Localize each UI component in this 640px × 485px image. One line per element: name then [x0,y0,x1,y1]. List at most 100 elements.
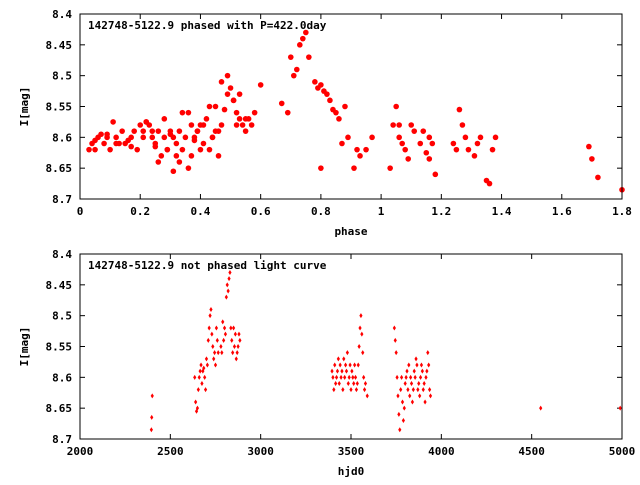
y-tick-label: 8.65 [46,402,73,415]
data-point [427,362,431,368]
data-point [357,344,361,349]
data-point [341,387,345,393]
data-point [149,128,156,134]
data-point [232,344,237,349]
data-point [134,146,141,153]
data-point [335,368,340,374]
x-tick-label: 1.8 [612,205,632,218]
data-point [361,350,365,356]
y-tick-label: 8.5 [52,310,72,323]
data-point [230,337,234,343]
data-point [215,337,219,343]
data-point [306,54,312,60]
unphased-light-curve-panel: 2000 2500 3000 3500 4000 4500 5000 8.4 8.45 8.5 8.… [18,248,635,478]
data-point [330,368,334,374]
data-point [423,149,430,156]
data-point [107,146,113,153]
data-point [336,116,342,122]
data-point [182,134,189,141]
data-point [179,146,186,153]
data-point [425,368,429,374]
y-tick-label: 8.45 [46,279,73,292]
data-point [170,168,177,175]
data-point [212,356,216,362]
data-point [216,350,220,356]
y-tick-label: 8.4 [52,8,72,21]
data-point [287,54,294,60]
y-tick-label: 8.6 [52,131,72,144]
data-point [399,140,405,147]
data-point [410,399,415,405]
data-point [203,374,207,380]
data-point [399,387,403,393]
data-point [363,381,368,386]
data-point [206,103,213,110]
data-point [404,374,408,380]
data-point [397,411,401,417]
data-point [353,374,358,380]
data-point [402,405,406,411]
data-point [204,356,209,362]
unphased-chart-title: 142748-5122.9 not phased light curve [88,259,327,272]
data-point [233,331,237,337]
data-point [158,153,165,159]
data-point [358,325,362,331]
data-point [242,128,249,134]
data-point [420,368,424,374]
unphased-y-axis-label: I[mag] [18,327,31,367]
data-point [354,387,359,393]
data-point [408,393,412,399]
data-point [412,368,416,374]
data-point [400,399,405,405]
data-point [418,393,422,399]
data-point [221,319,225,325]
data-point [365,393,369,399]
data-point [214,325,219,331]
data-point [167,131,174,138]
phased-x-axis-label: phase [334,225,367,238]
data-point [207,325,211,331]
data-point [218,79,225,85]
data-point [202,365,206,371]
data-point [318,82,324,88]
data-point [348,362,352,368]
data-point [394,350,398,356]
x-tick-label: 1.4 [492,205,512,218]
data-point [332,387,336,393]
data-point [349,387,353,393]
data-point [419,362,424,368]
data-point [200,381,204,386]
data-point [98,131,104,138]
data-point [222,325,227,331]
y-tick-label: 8.7 [52,193,72,206]
data-point [197,374,201,380]
x-tick-label: 3500 [338,445,365,458]
data-point [200,122,207,128]
data-point [333,109,339,116]
data-point [345,350,349,356]
phased-light-curve-panel: 0 0.2 0.4 0.6 0.8 1 1.2 1.4 1.6 1.8 8.4 8.45 8.5 8.55… [18,8,632,238]
data-point [334,381,338,386]
data-point [209,134,216,141]
data-point [395,374,399,380]
data-point [300,35,306,42]
data-point [450,140,457,147]
data-point [303,29,309,36]
data-point [203,387,208,393]
data-point [227,85,234,91]
data-point [211,344,215,349]
data-point [408,122,415,128]
data-point [233,122,240,128]
y-tick-label: 8.6 [52,371,72,384]
data-point [414,356,418,362]
data-point [416,387,420,393]
data-point [215,153,222,159]
data-point [294,66,300,73]
data-point [212,128,219,134]
data-point [471,153,478,159]
data-point [86,146,92,153]
data-point [137,122,144,128]
data-point [347,374,351,380]
x-tick-label: 0.8 [311,205,331,218]
data-point [251,109,258,116]
